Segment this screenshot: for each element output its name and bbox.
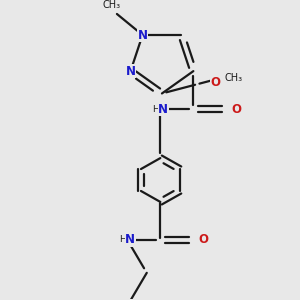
Text: CH₃: CH₃ — [102, 0, 120, 10]
Text: N: N — [137, 28, 148, 41]
Text: CH₃: CH₃ — [224, 73, 242, 83]
Text: N: N — [125, 233, 135, 246]
Text: O: O — [211, 76, 221, 89]
Text: H: H — [152, 105, 159, 114]
Text: N: N — [125, 64, 136, 78]
Text: H: H — [119, 236, 126, 244]
Text: N: N — [158, 103, 168, 116]
Text: O: O — [199, 233, 209, 246]
Text: O: O — [232, 103, 242, 116]
